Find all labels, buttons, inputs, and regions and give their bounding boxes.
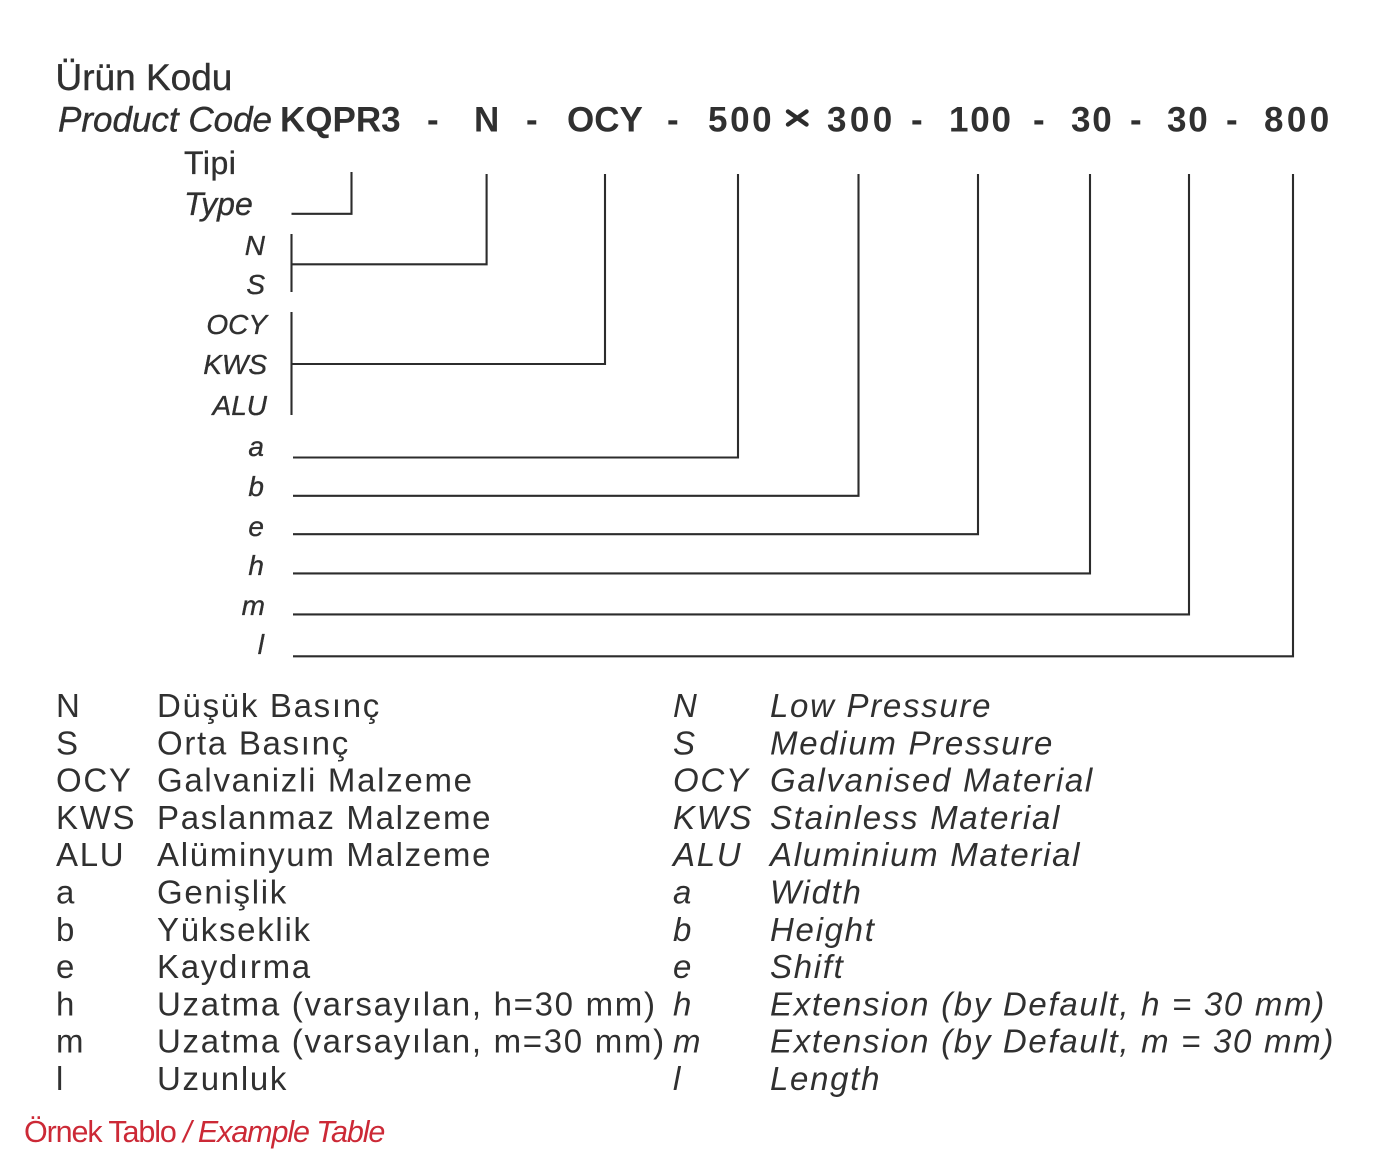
svg-text:-: - bbox=[911, 101, 923, 140]
svg-text:Düşük Basınç: Düşük Basınç bbox=[157, 687, 381, 724]
svg-text:Yükseklik: Yükseklik bbox=[157, 911, 312, 948]
svg-text:500: 500 bbox=[708, 101, 774, 140]
svg-text:Galvanizli Malzeme: Galvanizli Malzeme bbox=[157, 762, 474, 799]
svg-text:ALU: ALU bbox=[56, 836, 125, 873]
svg-text:ALU: ALU bbox=[211, 390, 268, 421]
svg-text:Paslanmaz Malzeme: Paslanmaz Malzeme bbox=[157, 799, 492, 836]
svg-text:Height: Height bbox=[770, 911, 876, 948]
svg-text:Medium Pressure: Medium Pressure bbox=[770, 724, 1054, 761]
svg-text:m: m bbox=[56, 1023, 85, 1060]
svg-text:Shift: Shift bbox=[770, 948, 845, 985]
svg-text:Width: Width bbox=[770, 874, 863, 911]
svg-text:-: - bbox=[1130, 101, 1142, 140]
svg-text:N: N bbox=[673, 687, 699, 724]
svg-text:S: S bbox=[56, 724, 80, 761]
svg-text:h: h bbox=[673, 985, 693, 1022]
svg-text:S: S bbox=[673, 724, 697, 761]
svg-text:OCY: OCY bbox=[673, 762, 750, 799]
svg-text:Extension (by Default, h = 30: Extension (by Default, h = 30 mm) bbox=[770, 985, 1326, 1022]
svg-text:OCY: OCY bbox=[56, 762, 133, 799]
svg-text:a: a bbox=[248, 431, 264, 462]
svg-text:OCY: OCY bbox=[567, 101, 643, 140]
svg-text:N: N bbox=[474, 101, 499, 140]
svg-text:e: e bbox=[248, 511, 264, 542]
svg-text:b: b bbox=[56, 911, 76, 948]
svg-text:Örnek Tablo / Example Table: Örnek Tablo / Example Table bbox=[24, 1115, 384, 1149]
svg-text:KWS: KWS bbox=[203, 349, 267, 380]
svg-text:Alüminyum Malzeme: Alüminyum Malzeme bbox=[157, 836, 492, 873]
svg-text:30: 30 bbox=[1167, 101, 1210, 140]
svg-text:b: b bbox=[248, 471, 264, 502]
svg-text:Type: Type bbox=[184, 186, 253, 222]
svg-text:300: 300 bbox=[827, 101, 896, 140]
svg-text:m: m bbox=[242, 590, 265, 621]
svg-text:l: l bbox=[673, 1060, 682, 1097]
svg-text:N: N bbox=[56, 687, 82, 724]
svg-text:30: 30 bbox=[1071, 101, 1114, 140]
svg-text:a: a bbox=[673, 874, 693, 911]
svg-text:Low Pressure: Low Pressure bbox=[770, 687, 992, 724]
svg-text:KWS: KWS bbox=[56, 799, 136, 836]
svg-text:-: - bbox=[1226, 101, 1238, 140]
svg-text:800: 800 bbox=[1264, 101, 1333, 140]
svg-text:Tipi: Tipi bbox=[184, 145, 236, 181]
svg-text:Uzatma (varsayılan, h=30 mm): Uzatma (varsayılan, h=30 mm) bbox=[157, 985, 657, 1022]
svg-text:-: - bbox=[526, 101, 538, 140]
svg-text:KWS: KWS bbox=[673, 799, 753, 836]
svg-text:-: - bbox=[1033, 101, 1045, 140]
svg-text:Extension (by Default, m = 30: Extension (by Default, m = 30 mm) bbox=[770, 1023, 1335, 1060]
svg-text:Product Code: Product Code bbox=[58, 101, 272, 140]
svg-text:OCY: OCY bbox=[206, 309, 269, 340]
svg-text:S: S bbox=[246, 269, 265, 300]
svg-text:Kaydırma: Kaydırma bbox=[157, 948, 312, 985]
svg-text:Uzunluk: Uzunluk bbox=[157, 1060, 288, 1097]
svg-text:100: 100 bbox=[949, 101, 1013, 140]
svg-text:KQPR3: KQPR3 bbox=[280, 101, 401, 140]
svg-text:Orta Basınç: Orta Basınç bbox=[157, 724, 350, 761]
svg-text:-: - bbox=[427, 101, 439, 140]
svg-text:Uzatma (varsayılan, m=30 mm): Uzatma (varsayılan, m=30 mm) bbox=[157, 1023, 666, 1060]
svg-text:h: h bbox=[248, 550, 264, 581]
svg-text:a: a bbox=[56, 874, 76, 911]
svg-text:N: N bbox=[245, 230, 266, 261]
svg-text:Stainless Material: Stainless Material bbox=[770, 799, 1061, 836]
svg-text:l: l bbox=[258, 629, 265, 660]
svg-text:b: b bbox=[673, 911, 693, 948]
svg-text:Genişlik: Genişlik bbox=[157, 874, 288, 911]
svg-text:-: - bbox=[667, 101, 679, 140]
svg-text:ALU: ALU bbox=[671, 836, 742, 873]
svg-text:e: e bbox=[56, 948, 76, 985]
svg-text:h: h bbox=[56, 985, 76, 1022]
svg-text:l: l bbox=[56, 1060, 65, 1097]
svg-text:e: e bbox=[673, 948, 693, 985]
svg-text:Aluminium Material: Aluminium Material bbox=[768, 836, 1081, 873]
svg-text:Ürün Kodu: Ürün Kodu bbox=[56, 57, 233, 98]
svg-text:Galvanised Material: Galvanised Material bbox=[770, 762, 1094, 799]
svg-text:m: m bbox=[673, 1023, 702, 1060]
svg-text:Length: Length bbox=[770, 1060, 881, 1097]
